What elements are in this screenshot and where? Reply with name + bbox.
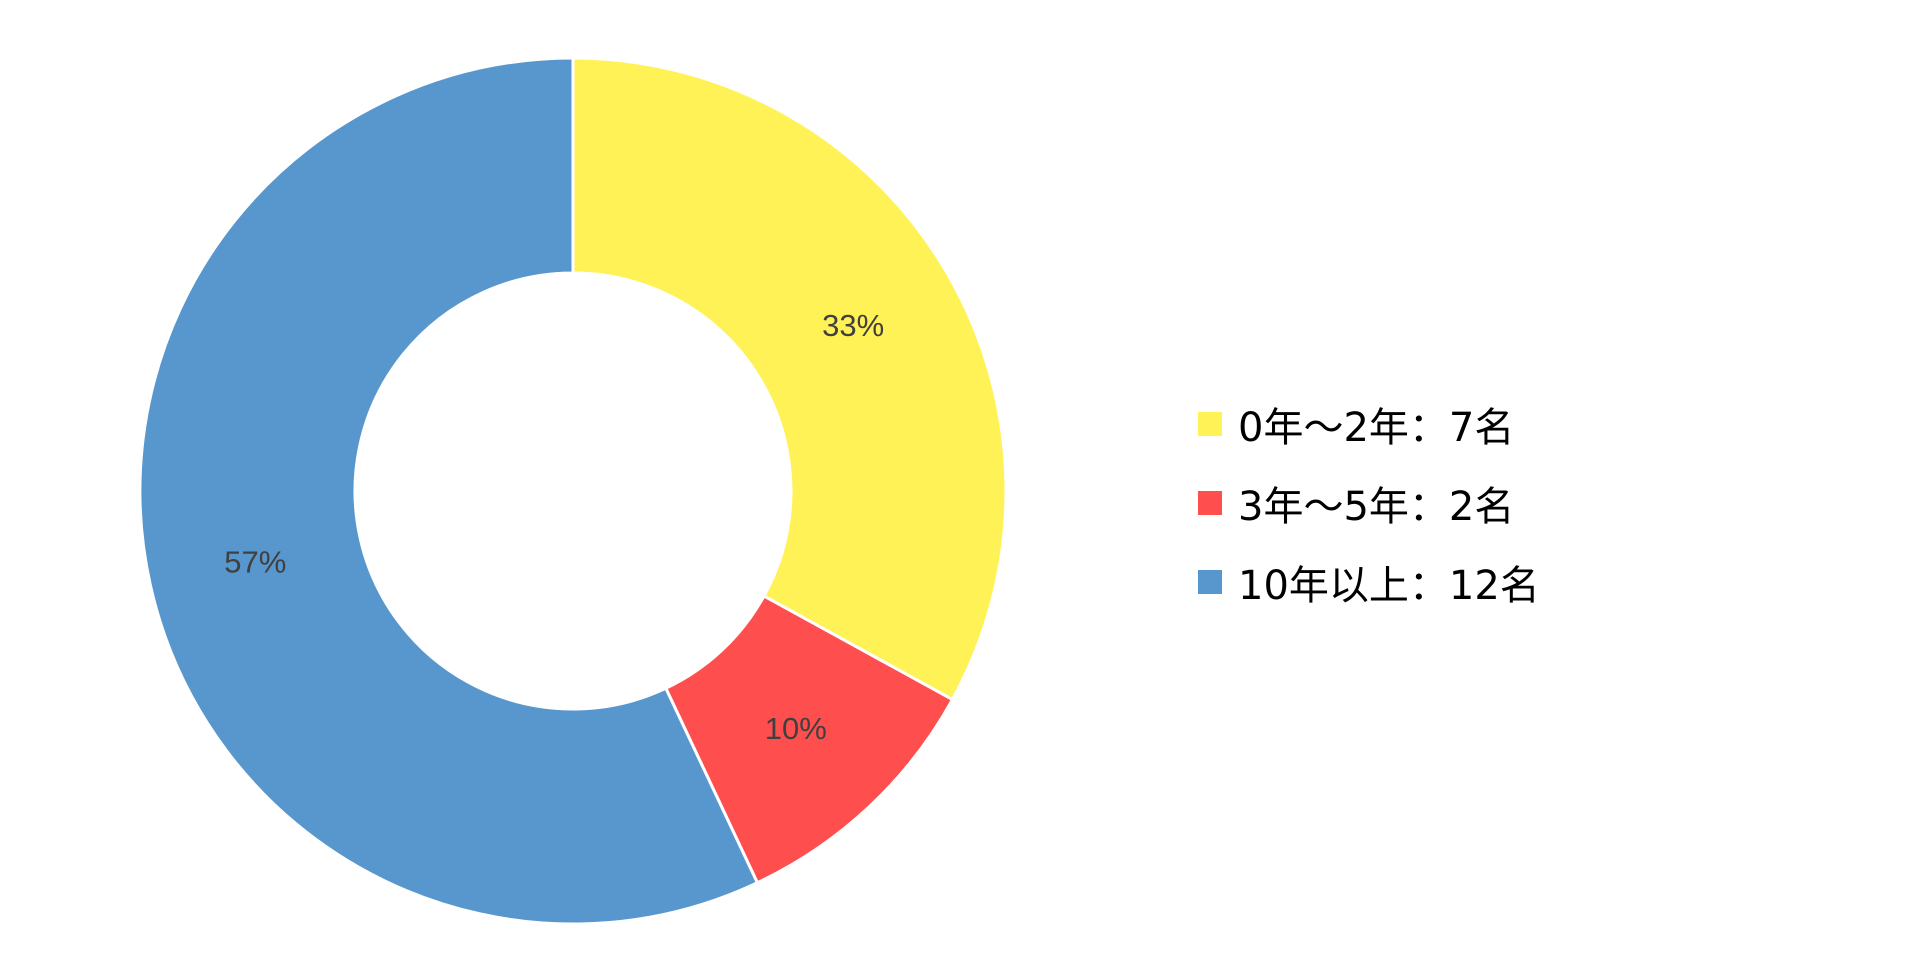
legend-label: 3年〜5年：2名	[1238, 483, 1515, 530]
legend-swatch	[1198, 411, 1222, 436]
slice-percent-label-1: 10%	[765, 711, 827, 746]
legend-swatch	[1198, 490, 1222, 515]
legend-swatch	[1198, 569, 1222, 594]
donut-slice-0	[571, 56, 1008, 702]
legend-item-1: 3年〜5年：2名	[1198, 463, 1540, 542]
slice-percent-label-0: 33%	[822, 308, 884, 343]
donut-slice-2	[138, 56, 760, 926]
chart-legend: 0年〜2年：7名 3年〜5年：2名 10年以上：12名	[1198, 384, 1540, 621]
slice-percent-label-2: 57%	[224, 545, 286, 580]
donut-slices	[138, 56, 1008, 926]
legend-label: 0年〜2年：7名	[1238, 404, 1515, 451]
slice-labels: 33% 10% 57%	[224, 308, 884, 746]
legend-label: 10年以上：12名	[1238, 562, 1540, 609]
legend-item-0: 0年〜2年：7名	[1198, 384, 1540, 463]
legend-item-2: 10年以上：12名	[1198, 542, 1540, 621]
